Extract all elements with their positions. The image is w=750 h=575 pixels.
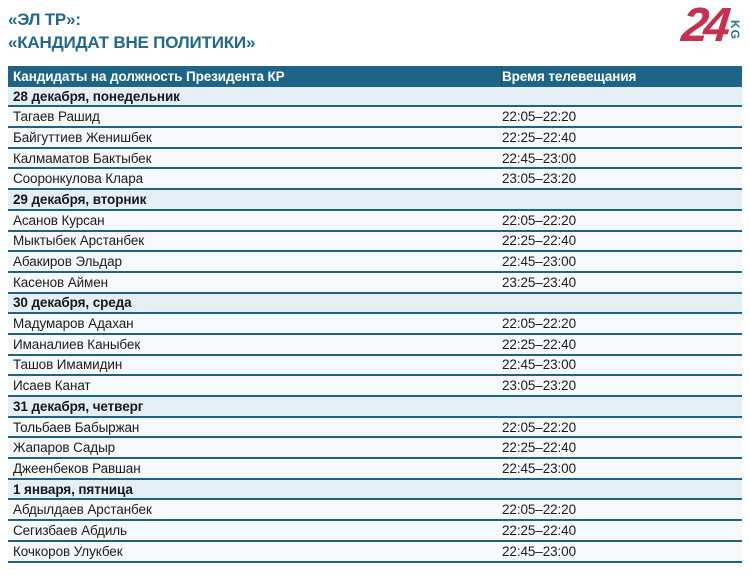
table-row: Кочкоров Улукбек 22:45–23:00 xyxy=(8,541,742,563)
table-row: Ташов Имамидин 22:45–23:00 xyxy=(8,355,742,377)
airtime-value: 22:05–22:20 xyxy=(502,212,576,228)
airtime-value: 22:05–22:20 xyxy=(502,419,576,435)
candidate-name: Джеенбеков Равшан xyxy=(13,460,141,476)
airtime-value: 22:25–22:40 xyxy=(502,129,576,145)
table-row: Мадумаров Адахан 22:05–22:20 xyxy=(8,314,742,335)
candidate-name: Иманалиев Каныбек xyxy=(13,336,141,352)
airtime-value: 22:25–22:40 xyxy=(502,522,576,538)
candidate-name: Жапаров Садыр xyxy=(13,440,116,456)
table-row: Абакиров Эльдар 22:45–23:00 xyxy=(8,252,742,273)
candidate-name: Калмаматов Бактыбек xyxy=(13,150,152,166)
logo-24kg: 24 KG xyxy=(678,0,742,52)
section-row: 31 декабря, четверг xyxy=(8,397,742,418)
table-row: Тагаев Рашид 22:05–22:20 xyxy=(8,107,742,129)
airtime-value: 22:45–23:00 xyxy=(502,357,576,373)
section-date-label: 29 декабря, вторник xyxy=(13,191,147,207)
section-date-label: 28 декабря, понедельник xyxy=(13,88,180,104)
airtime-value: 22:05–22:20 xyxy=(502,109,576,125)
table-row: Жапаров Садыр 22:25–22:40 xyxy=(8,438,742,460)
table-header-row: Кандидаты на должность Президента КР Вре… xyxy=(8,66,742,87)
table-row: Сегизбаев Абдиль 22:25–22:40 xyxy=(8,521,742,542)
airtime-value: 23:05–23:20 xyxy=(502,378,576,394)
section-row: 29 декабря, вторник xyxy=(8,190,742,211)
airtime-value: 22:45–23:00 xyxy=(502,254,576,270)
logo-kg-label: KG xyxy=(728,20,742,40)
candidate-name: Байгуттиев Женишбек xyxy=(13,129,152,145)
candidate-name: Абакиров Эльдар xyxy=(13,254,122,270)
page-header: «ЭЛ ТР»: «КАНДИДАТ ВНЕ ПОЛИТИКИ» 24 KG xyxy=(8,0,742,66)
candidate-name: Абдылдаев Арстанбек xyxy=(13,502,152,518)
candidate-name: Мадумаров Адахан xyxy=(13,316,134,332)
schedule-table: Кандидаты на должность Президента КР Вре… xyxy=(8,66,742,563)
airtime-value: 22:45–23:00 xyxy=(502,150,576,166)
candidate-name: Касенов Аймен xyxy=(13,274,109,290)
table-row: Касенов Аймен 23:25–23:40 xyxy=(8,272,742,294)
table-row: Сооронкулова Клара 23:05–23:20 xyxy=(8,169,742,191)
candidate-name: Мыктыбек Арстанбек xyxy=(13,233,145,249)
section-date-label: 1 января, пятница xyxy=(13,481,133,497)
airtime-value: 22:45–23:00 xyxy=(502,543,576,559)
section-date-label: 30 декабря, среда xyxy=(13,295,132,311)
airtime-value: 22:25–22:40 xyxy=(502,440,576,456)
table-row: Асанов Курсан 22:05–22:20 xyxy=(8,210,742,232)
section-row: 1 января, пятница xyxy=(8,479,742,501)
airtime-value: 22:25–22:40 xyxy=(502,233,576,249)
table-row: Абдылдаев Арстанбек 22:05–22:20 xyxy=(8,500,742,522)
candidate-name: Тагаев Рашид xyxy=(13,109,100,125)
table-row: Иманалиев Каныбек 22:25–22:40 xyxy=(8,334,742,356)
page: «ЭЛ ТР»: «КАНДИДАТ ВНЕ ПОЛИТИКИ» 24 KG К… xyxy=(8,0,742,563)
candidate-name: Кочкоров Улукбек xyxy=(13,543,123,559)
table-row: Тольбаев Бабыржан 22:05–22:20 xyxy=(8,417,742,439)
candidate-name: Тольбаев Бабыржан xyxy=(13,419,140,435)
candidate-name: Сегизбаев Абдиль xyxy=(13,522,127,538)
airtime-value: 23:25–23:40 xyxy=(502,274,576,290)
airtime-value: 22:25–22:40 xyxy=(502,336,576,352)
page-title-line1: «ЭЛ ТР»: xyxy=(8,10,81,29)
table-row: Калмаматов Бактыбек 22:45–23:00 xyxy=(8,148,742,170)
candidate-name: Исаев Канат xyxy=(13,378,91,394)
logo-24-icon: 24 xyxy=(678,0,728,52)
airtime-value: 22:45–23:00 xyxy=(502,460,576,476)
section-date-label: 31 декабря, четверг xyxy=(13,398,144,414)
candidate-name: Асанов Курсан xyxy=(13,212,105,228)
section-row: 30 декабря, среда xyxy=(8,293,742,315)
column-header-candidates: Кандидаты на должность Президента КР xyxy=(8,66,502,87)
section-row: 28 декабря, понедельник xyxy=(8,86,742,108)
airtime-value: 22:05–22:20 xyxy=(502,502,576,518)
candidate-name: Ташов Имамидин xyxy=(13,357,123,373)
table-row: Мыктыбек Арстанбек 22:25–22:40 xyxy=(8,231,742,253)
table-body: 28 декабря, понедельник Тагаев Рашид 22:05… xyxy=(8,86,742,563)
page-title-line2: «КАНДИДАТ ВНЕ ПОЛИТИКИ» xyxy=(8,33,256,52)
airtime-value: 22:05–22:20 xyxy=(502,316,576,332)
column-header-airtime: Время телевещания xyxy=(502,68,637,84)
candidate-name: Сооронкулова Клара xyxy=(13,171,144,187)
airtime-value: 23:05–23:20 xyxy=(502,171,576,187)
page-title: «ЭЛ ТР»: «КАНДИДАТ ВНЕ ПОЛИТИКИ» xyxy=(8,8,742,54)
table-row: Исаев Канат 23:05–23:20 xyxy=(8,376,742,397)
table-row: Байгуттиев Женишбек 22:25–22:40 xyxy=(8,128,742,149)
table-row: Джеенбеков Равшан 22:45–23:00 xyxy=(8,459,742,480)
